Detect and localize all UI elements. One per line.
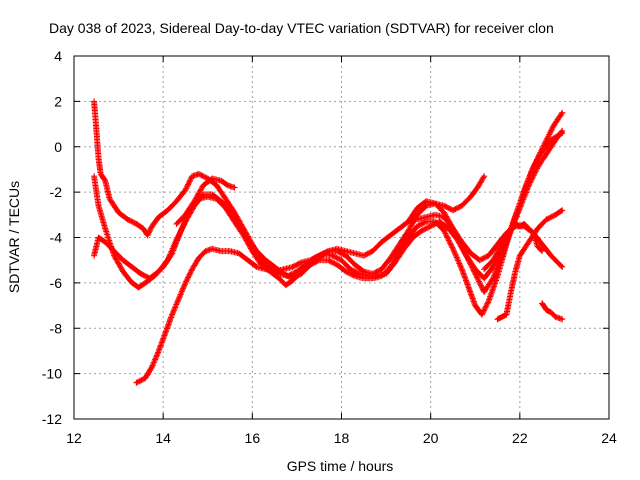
x-tick-label: 24: [601, 430, 617, 446]
y-tick-label: 0: [54, 139, 62, 155]
series-track-f: [405, 173, 488, 225]
series-track-c: [91, 130, 566, 318]
y-tick-label: -6: [50, 275, 63, 291]
series-track-e: [173, 175, 238, 227]
y-tick-label: -8: [50, 320, 63, 336]
series-track-h: [539, 300, 566, 323]
series-track-i: [481, 220, 546, 273]
series-markers-track-h: [539, 300, 566, 323]
series-track-g: [494, 207, 566, 323]
y-tick-label: -10: [42, 366, 62, 382]
x-tick-label: 12: [66, 430, 82, 446]
y-tick-label: 4: [54, 48, 62, 64]
x-tick-label: 22: [512, 430, 528, 446]
series-markers-track-i: [481, 220, 546, 273]
x-tick-label: 18: [334, 430, 350, 446]
y-axis-label: SDTVAR / TECUs: [6, 181, 22, 293]
x-tick-label: 16: [245, 430, 261, 446]
series-markers-track-f: [405, 173, 488, 225]
y-tick-label: 2: [54, 93, 62, 109]
y-tick-label: -2: [50, 184, 63, 200]
x-tick-label: 20: [423, 430, 439, 446]
data-points: [91, 98, 566, 386]
series-markers-track-e: [173, 175, 238, 227]
y-tick-label: -4: [50, 230, 63, 246]
series-markers-track-g: [494, 207, 566, 323]
x-axis-label: GPS time / hours: [287, 458, 394, 474]
x-tick-label: 14: [155, 430, 171, 446]
chart-title: Day 038 of 2023, Sidereal Day-to-day VTE…: [49, 20, 554, 36]
y-tick-label: -12: [42, 411, 62, 427]
grid-lines: [74, 56, 609, 419]
series-markers-track-c: [91, 130, 566, 318]
